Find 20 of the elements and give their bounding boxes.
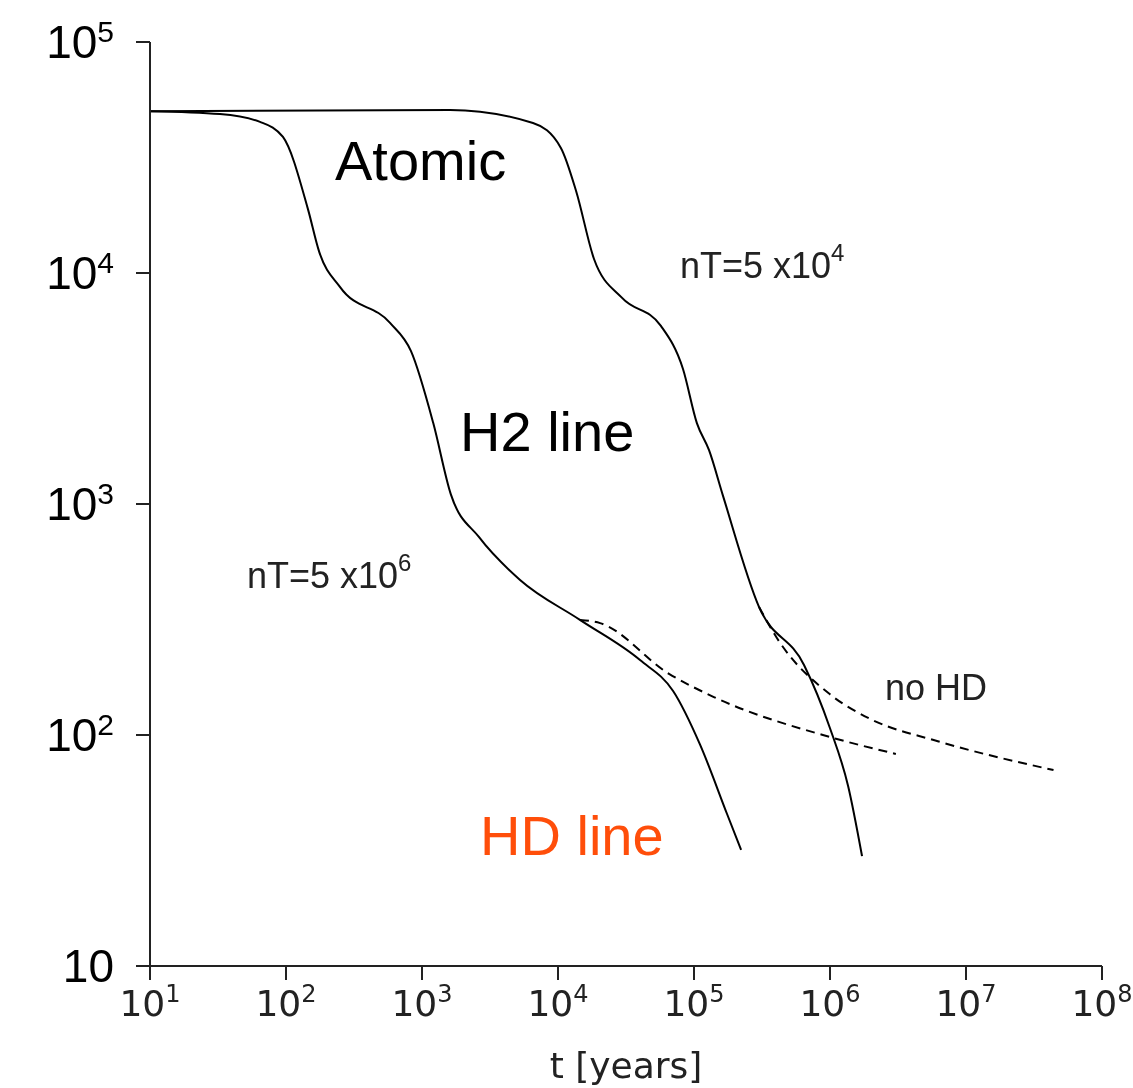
x-axis-title: t [years]	[549, 1045, 703, 1086]
y-tick-label: 10$^{2}$	[46, 707, 114, 761]
x-tick-label: 10$^{5}$	[663, 980, 725, 1024]
x-tick-label: 10$^{6}$	[799, 980, 861, 1024]
y-tick-label: 10$^{5}$	[46, 14, 114, 68]
x-tick-label: 10$^{4}$	[527, 980, 589, 1024]
x-tick-label: 10$^{1}$	[119, 980, 181, 1024]
annotation: Atomic	[335, 128, 507, 192]
y-tick-label: 10$^{3}$	[46, 476, 114, 530]
x-tick-label: 10$^{2}$	[255, 980, 317, 1024]
annotation: HD line	[480, 803, 664, 867]
x-tick-label: 10$^{7}$	[935, 980, 997, 1024]
y-tick-label: 10	[62, 940, 114, 992]
annotation: no HD	[885, 666, 988, 708]
y-tick-label: 10$^{4}$	[46, 245, 114, 299]
annotation: nT=5 x10$^{4}$	[680, 238, 845, 286]
annotation: H2 line	[460, 399, 635, 463]
x-tick-label: 10$^{8}$	[1071, 980, 1133, 1024]
x-tick-label: 10$^{3}$	[391, 980, 453, 1024]
annotation: nT=5 x10$^{6}$	[247, 548, 412, 596]
